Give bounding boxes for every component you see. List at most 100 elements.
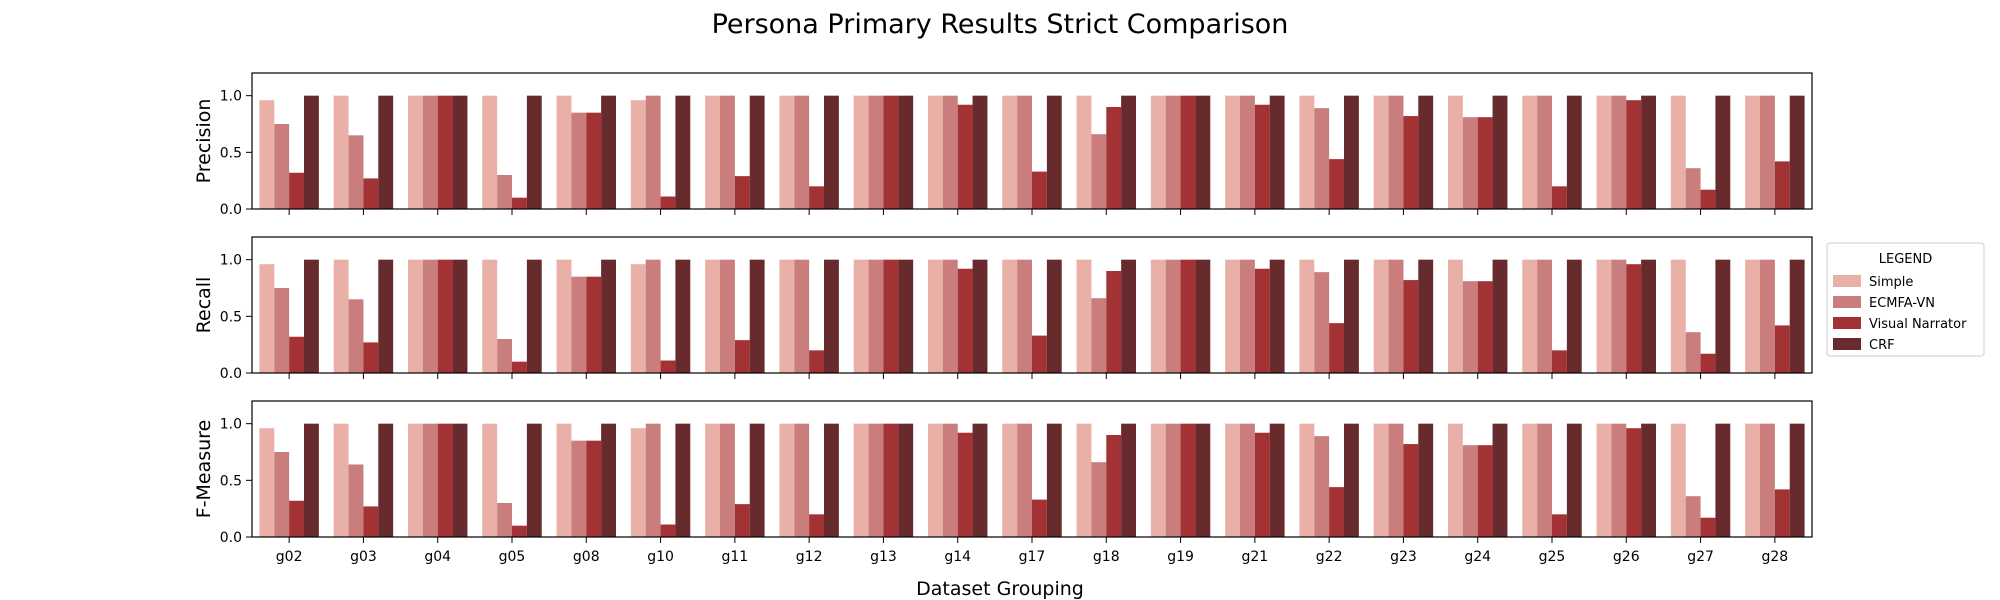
bar — [1344, 95, 1359, 209]
bar — [304, 95, 319, 209]
bar — [1046, 95, 1062, 209]
bar — [734, 340, 750, 373]
bar — [1552, 350, 1567, 373]
bar — [720, 423, 735, 537]
y-tick-label: 1.0 — [220, 253, 242, 269]
bar — [1344, 423, 1359, 537]
bar — [1789, 259, 1805, 373]
bar — [824, 95, 839, 209]
y-tick-label: 1.0 — [220, 417, 242, 433]
bar — [1150, 259, 1166, 373]
bar — [601, 423, 616, 537]
bar — [809, 350, 824, 373]
bar — [378, 423, 394, 537]
bar — [1670, 259, 1686, 373]
bar — [1418, 95, 1434, 209]
bar — [1002, 95, 1018, 209]
bar — [1745, 423, 1760, 537]
bar — [942, 95, 958, 209]
bar — [378, 259, 394, 373]
bar — [1760, 259, 1775, 373]
bar — [1150, 95, 1166, 209]
bar — [1418, 423, 1434, 537]
bar — [1254, 268, 1270, 373]
bar — [749, 259, 765, 373]
x-tick-label: g19 — [1167, 549, 1194, 565]
bar — [1269, 423, 1285, 537]
bar — [1017, 259, 1032, 373]
bar — [1388, 423, 1404, 537]
bar — [1492, 259, 1508, 373]
bar — [645, 423, 661, 537]
bar — [1611, 95, 1627, 209]
bar — [422, 95, 438, 209]
bar — [942, 259, 958, 373]
bar — [972, 259, 988, 373]
bar — [1448, 95, 1463, 209]
legend-box — [1826, 242, 1985, 357]
bar — [289, 500, 304, 537]
x-tick-label: g28 — [1762, 549, 1789, 565]
x-tick-label: g21 — [1242, 549, 1269, 565]
bar — [512, 197, 527, 209]
bar — [1180, 95, 1196, 209]
bar — [1076, 423, 1092, 537]
bar — [1240, 423, 1255, 537]
x-tick-label: g12 — [796, 549, 823, 565]
legend-label: Simple — [1869, 275, 1913, 290]
x-tick-label: g17 — [1019, 549, 1046, 565]
bar — [348, 464, 364, 537]
bar — [274, 288, 290, 373]
bar — [779, 259, 795, 373]
bar — [1641, 423, 1656, 537]
bar — [942, 423, 958, 537]
bar — [1403, 444, 1419, 537]
bar — [853, 95, 869, 209]
bar — [1165, 259, 1181, 373]
bar — [1685, 332, 1701, 373]
bar — [705, 95, 720, 209]
x-tick-label: g25 — [1539, 549, 1566, 565]
bar — [1373, 423, 1389, 537]
legend-swatch — [1833, 317, 1861, 329]
bar — [437, 423, 453, 537]
bar — [1344, 259, 1359, 373]
x-tick-label: g23 — [1390, 549, 1417, 565]
bar — [1329, 487, 1344, 537]
x-tick-label: g05 — [499, 549, 526, 565]
bar — [779, 95, 795, 209]
legend-label: CRF — [1869, 338, 1895, 353]
bar — [1195, 95, 1211, 209]
bar — [378, 95, 394, 209]
bar — [437, 259, 453, 373]
bar — [898, 259, 914, 373]
bar — [1492, 423, 1508, 537]
bar — [408, 423, 423, 537]
bar — [1269, 95, 1285, 209]
bar — [794, 423, 810, 537]
bar — [1314, 272, 1330, 373]
bar — [794, 95, 810, 209]
bar — [660, 360, 676, 373]
bar — [556, 423, 572, 537]
bar — [630, 264, 646, 373]
bar — [630, 428, 646, 537]
bar — [1715, 423, 1731, 537]
bar — [957, 432, 973, 537]
panel-recall: 0.0 0.5 1.0 Recall — [193, 236, 1813, 382]
bar — [1566, 95, 1582, 209]
bar — [274, 124, 290, 209]
bar — [1180, 259, 1196, 373]
bar — [363, 506, 379, 537]
bar — [1700, 517, 1716, 537]
bar — [868, 95, 884, 209]
bar — [571, 112, 587, 209]
bar — [1760, 95, 1775, 209]
bar — [1017, 423, 1032, 537]
y-tick-label: 0.0 — [220, 366, 242, 382]
bar — [1611, 259, 1627, 373]
bar — [1195, 423, 1211, 537]
bar — [1477, 117, 1493, 209]
bar — [497, 503, 512, 537]
